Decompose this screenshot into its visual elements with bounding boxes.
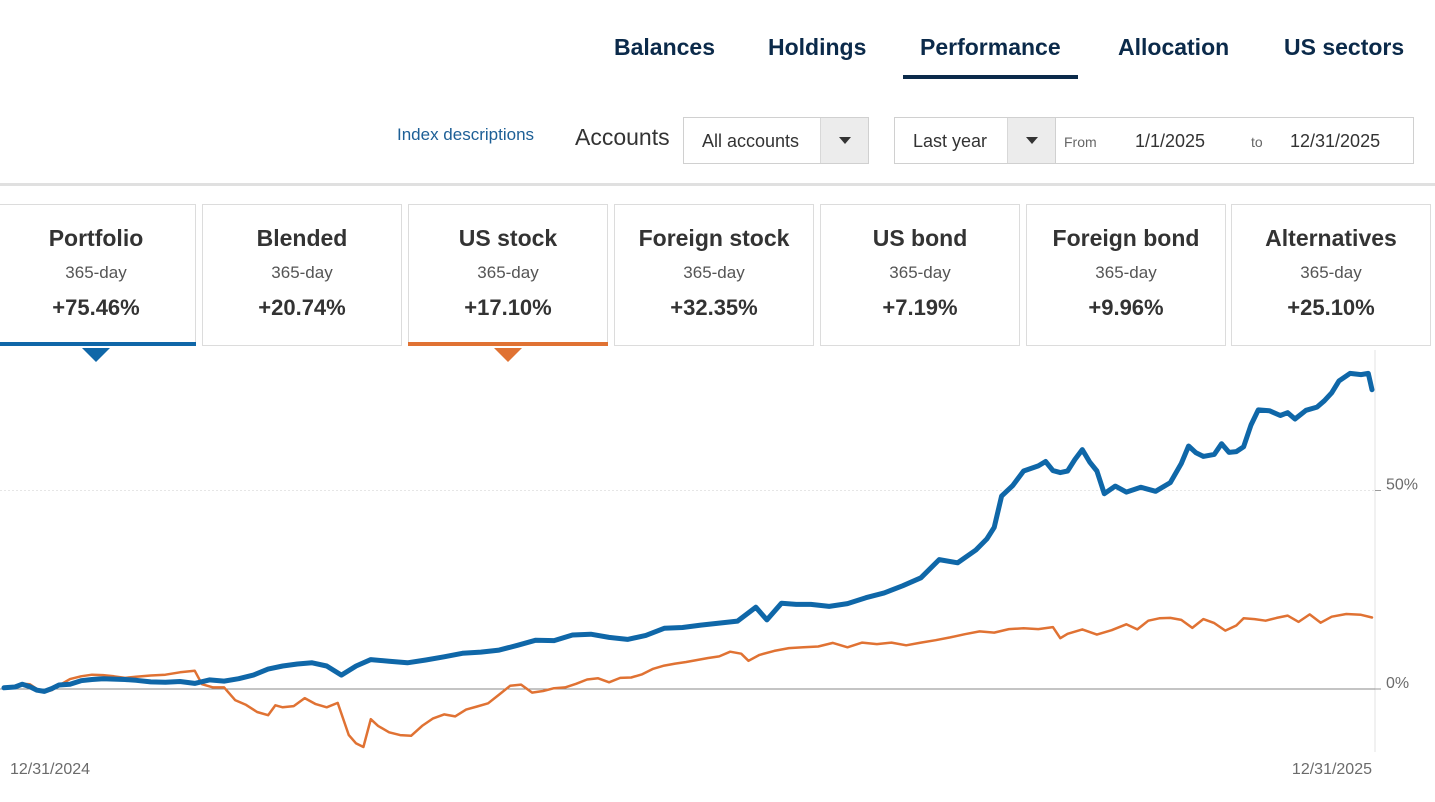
accounts-label: Accounts bbox=[575, 124, 670, 150]
series-line-us-stock bbox=[2, 612, 1374, 749]
card-period: 365-day bbox=[1095, 263, 1157, 282]
card-return: +7.19% bbox=[882, 295, 958, 320]
tab-balances[interactable]: Balances bbox=[614, 34, 716, 60]
card-selected-bar bbox=[408, 342, 608, 346]
y-tick-label: 0% bbox=[1386, 675, 1409, 692]
card-name: Foreign stock bbox=[638, 225, 790, 251]
x-start-label: 12/31/2024 bbox=[10, 761, 90, 778]
card-selected-bar bbox=[0, 342, 196, 346]
period-select-value: Last year bbox=[913, 131, 988, 151]
section-divider bbox=[0, 183, 1435, 186]
from-date-input[interactable] bbox=[1135, 131, 1245, 152]
card-foreign-bond[interactable]: Foreign bond 365-day +9.96% bbox=[1026, 204, 1226, 346]
card-selected-pointer-icon bbox=[82, 348, 110, 362]
card-name: US bond bbox=[872, 225, 968, 251]
card-return: +32.35% bbox=[670, 295, 758, 320]
x-end-label: 12/31/2025 bbox=[1292, 761, 1372, 778]
y-tick-label: 50% bbox=[1386, 477, 1418, 494]
card-period: 365-day bbox=[65, 263, 127, 282]
from-label: From bbox=[1064, 134, 1097, 150]
card-name: Foreign bond bbox=[1052, 225, 1200, 251]
performance-chart: 0% 50% 12/31/2024 12/31/2025 bbox=[0, 350, 1418, 778]
period-select[interactable]: Last year bbox=[894, 117, 1056, 164]
card-name: Portfolio bbox=[48, 225, 144, 251]
card-period: 365-day bbox=[889, 263, 951, 282]
card-return: +75.46% bbox=[52, 295, 140, 320]
chevron-down-icon[interactable] bbox=[1007, 118, 1055, 163]
to-date-input[interactable] bbox=[1290, 131, 1400, 152]
card-portfolio[interactable]: Portfolio 365-day +75.46% bbox=[0, 204, 196, 362]
card-name: Blended bbox=[256, 225, 348, 251]
card-period: 365-day bbox=[477, 263, 539, 282]
tab-us-sectors[interactable]: US sectors bbox=[1284, 34, 1405, 60]
tab-performance[interactable]: Performance bbox=[903, 34, 1078, 79]
card-return: +9.96% bbox=[1088, 295, 1164, 320]
to-label: to bbox=[1251, 134, 1263, 150]
chevron-down-icon[interactable] bbox=[820, 118, 868, 163]
card-return: +20.74% bbox=[258, 295, 346, 320]
card-period: 365-day bbox=[271, 263, 333, 282]
card-name: Alternatives bbox=[1265, 225, 1397, 251]
card-selected-pointer-icon bbox=[494, 348, 522, 362]
card-us-bond[interactable]: US bond 365-day +7.19% bbox=[820, 204, 1020, 346]
accounts-select-value: All accounts bbox=[702, 131, 800, 151]
accounts-select[interactable]: All accounts bbox=[683, 117, 869, 164]
card-period: 365-day bbox=[683, 263, 745, 282]
tab-holdings[interactable]: Holdings bbox=[768, 34, 867, 60]
card-foreign-stock[interactable]: Foreign stock 365-day +32.35% bbox=[614, 204, 814, 346]
card-alternatives[interactable]: Alternatives 365-day +25.10% bbox=[1231, 204, 1431, 346]
tab-allocation[interactable]: Allocation bbox=[1118, 34, 1230, 60]
card-period: 365-day bbox=[1300, 263, 1362, 282]
card-return: +17.10% bbox=[464, 295, 552, 320]
card-name: US stock bbox=[458, 225, 558, 251]
date-range: From to bbox=[1055, 117, 1414, 164]
performance-nav-tabs: Balances Holdings Performance Allocation… bbox=[0, 0, 1435, 90]
series-line-portfolio bbox=[1, 370, 1375, 694]
card-us-stock[interactable]: US stock 365-day +17.10% bbox=[408, 204, 608, 362]
card-blended[interactable]: Blended 365-day +20.74% bbox=[202, 204, 402, 346]
card-return: +25.10% bbox=[1287, 295, 1375, 320]
index-descriptions-link[interactable]: Index descriptions bbox=[397, 125, 535, 144]
